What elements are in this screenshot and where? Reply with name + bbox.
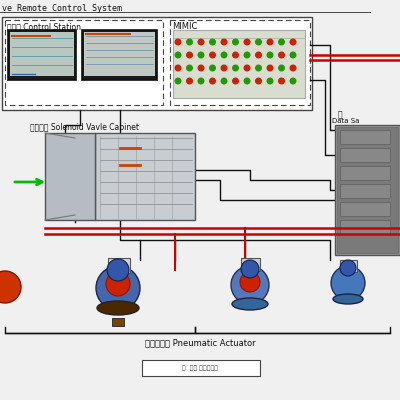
Bar [108,258,130,273]
Circle shape [210,78,215,84]
Circle shape [175,52,181,58]
Circle shape [210,39,215,45]
Circle shape [231,266,269,304]
Circle shape [198,65,204,71]
Circle shape [279,65,284,71]
Circle shape [233,65,238,71]
Bar [340,202,390,216]
Bar [170,20,310,105]
Circle shape [267,65,273,71]
Circle shape [198,52,204,58]
Circle shape [279,78,284,84]
Circle shape [331,266,365,300]
Circle shape [187,65,192,71]
Bar [340,184,390,198]
Circle shape [210,52,215,58]
Text: 工  张（ ）式宗格）: 工 张（ ）式宗格） [182,365,218,371]
Circle shape [107,259,129,281]
Circle shape [241,260,259,278]
Circle shape [267,78,273,84]
Circle shape [221,78,227,84]
Bar [8,30,76,80]
Circle shape [221,52,227,58]
Circle shape [175,39,181,45]
Text: MIMIC: MIMIC [172,22,197,31]
Bar [340,148,390,162]
Text: 控制站 Control Station: 控制站 Control Station [7,22,81,31]
Bar [340,260,357,272]
Circle shape [244,78,250,84]
Bar [10,32,74,76]
Bar [173,30,305,98]
Circle shape [279,52,284,58]
Circle shape [96,266,140,310]
Circle shape [233,78,238,84]
Bar [2,17,312,110]
Circle shape [233,52,238,58]
Bar [340,130,390,144]
Text: 数: 数 [338,110,343,119]
Circle shape [256,65,261,71]
Circle shape [187,39,192,45]
Circle shape [221,39,227,45]
Circle shape [187,52,192,58]
Circle shape [290,52,296,58]
Ellipse shape [97,301,139,315]
Ellipse shape [232,298,268,310]
Bar [142,360,260,376]
Circle shape [198,39,204,45]
Bar [112,318,124,326]
Circle shape [0,271,21,303]
Bar [5,20,163,105]
Text: ve Remote Control System: ve Remote Control System [2,4,122,13]
Circle shape [279,39,284,45]
Bar [340,220,390,234]
Circle shape [290,39,296,45]
Circle shape [290,78,296,84]
Circle shape [175,65,181,71]
Circle shape [290,65,296,71]
Circle shape [175,78,181,84]
Circle shape [244,39,250,45]
Circle shape [233,39,238,45]
Circle shape [210,65,215,71]
Text: Data Sa: Data Sa [332,118,359,124]
Bar [337,127,398,253]
Text: 气动执行器 Pneumatic Actuator: 气动执行器 Pneumatic Actuator [145,338,255,347]
Bar [84,32,155,76]
Circle shape [106,272,130,296]
Circle shape [340,260,356,276]
Circle shape [187,78,192,84]
Circle shape [256,78,261,84]
Bar [82,30,157,80]
Circle shape [221,65,227,71]
Circle shape [256,52,261,58]
Bar [340,166,390,180]
Polygon shape [95,133,195,220]
Circle shape [267,39,273,45]
Polygon shape [45,133,95,220]
Circle shape [240,272,260,292]
Circle shape [256,39,261,45]
Bar [335,125,400,255]
Ellipse shape [333,294,363,304]
Circle shape [267,52,273,58]
Bar [241,258,260,271]
Text: 电磁阀柜 Solenoid Vavle Cabinet: 电磁阀柜 Solenoid Vavle Cabinet [30,122,139,131]
Circle shape [244,52,250,58]
Circle shape [244,65,250,71]
Circle shape [198,78,204,84]
